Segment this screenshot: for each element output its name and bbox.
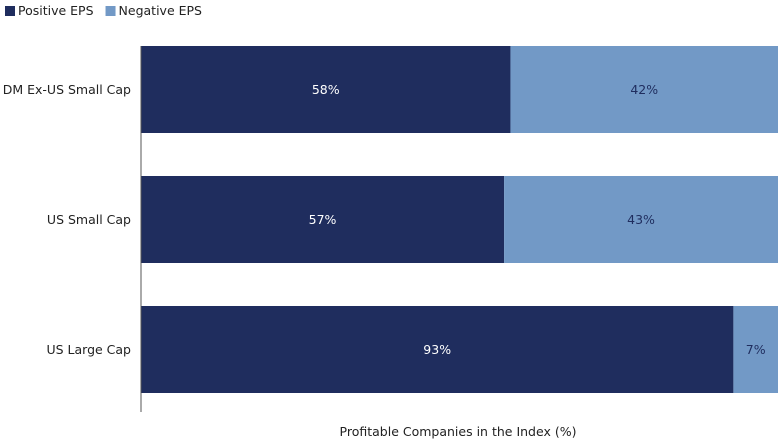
bar-value-label-0-0: 58% <box>312 82 340 97</box>
bar-value-label-0-1: 57% <box>309 212 337 227</box>
bar-0-1 <box>141 176 505 263</box>
legend-swatch-1 <box>105 6 116 16</box>
legend-label-0: Positive EPS <box>18 3 94 18</box>
category-label-1: US Small Cap <box>47 212 131 227</box>
bar-1-1 <box>504 176 778 263</box>
category-label-0: DM Ex-US Small Cap <box>3 82 131 97</box>
bar-1-2 <box>733 306 778 393</box>
bar-value-label-0-2: 93% <box>423 342 451 357</box>
x-axis-title: Profitable Companies in the Index (%) <box>340 424 577 439</box>
bar-value-label-1-2: 7% <box>746 342 766 357</box>
legend-label-1: Negative EPS <box>119 3 203 18</box>
bar-1-0 <box>510 46 778 133</box>
bars <box>141 46 778 393</box>
category-labels: DM Ex-US Small Cap US Small Cap US Large C… <box>3 82 131 357</box>
bar-labels: 58% 42% 57% 43% 93% 7% <box>309 82 766 357</box>
bar-0-0 <box>141 46 511 133</box>
bar-0-2 <box>141 306 734 393</box>
legend-swatch-0 <box>5 6 15 16</box>
category-label-2: US Large Cap <box>46 342 131 357</box>
legend: Positive EPS Negative EPS <box>5 3 202 18</box>
bar-value-label-1-1: 43% <box>627 212 655 227</box>
bar-value-label-1-0: 42% <box>630 82 658 97</box>
